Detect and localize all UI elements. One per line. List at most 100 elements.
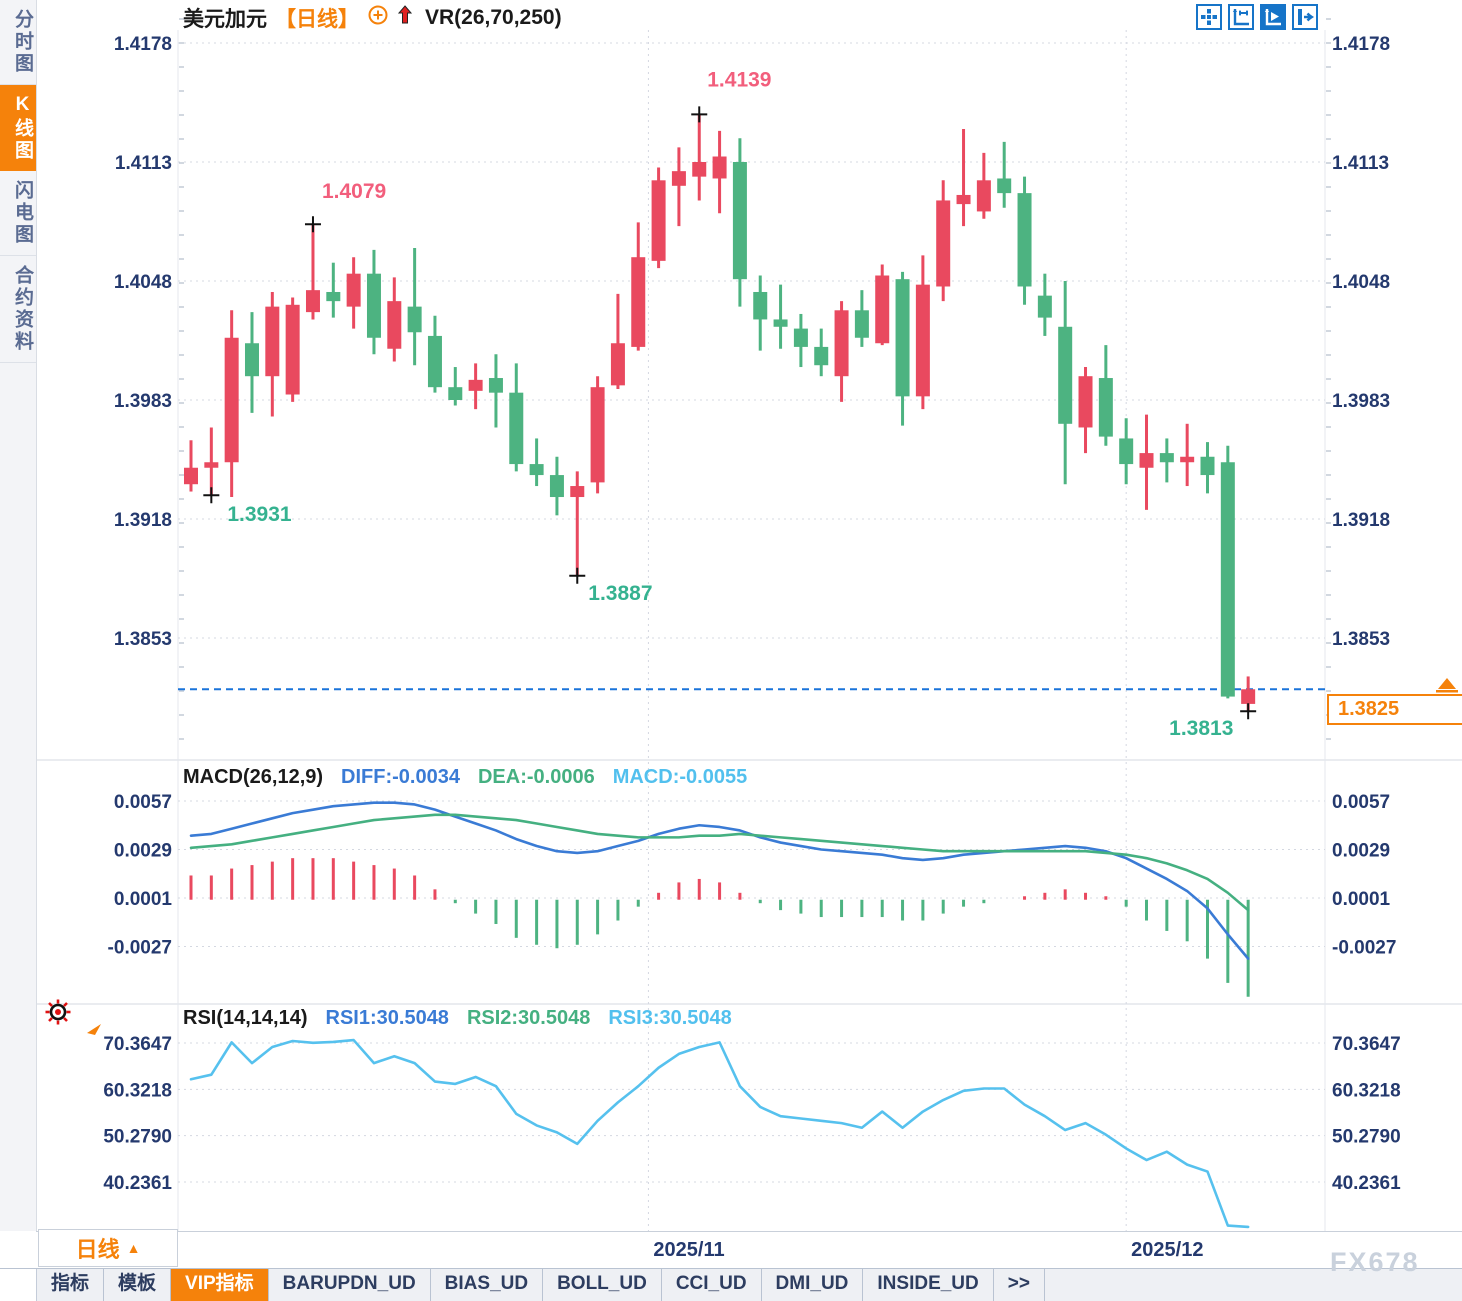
bottom-tab-9[interactable]: >> (994, 1269, 1045, 1301)
candle-body (1180, 456, 1195, 463)
macd-axis-label-left: 0.0029 (114, 841, 172, 862)
candle-body (1241, 689, 1256, 704)
candle-body (488, 378, 503, 393)
macd-header: MACD(26,12,9) DIFF:-0.0034 DEA:-0.0006 M… (183, 766, 747, 789)
rsi2-value: RSI2:30.5048 (466, 1007, 591, 1029)
candle-body (915, 284, 930, 397)
macd-axis-label-left: 0.0001 (114, 889, 173, 910)
y-axis-label-left: 1.3983 (114, 391, 172, 412)
candle-body (875, 275, 890, 344)
candle-body (346, 273, 361, 307)
indicator-tabbar: 指标 模板 VIP指标 BARUPDN_UD BIAS_UD BOLL_UD CCI_UD D… (0, 1268, 1462, 1301)
price-marker-base (1436, 690, 1458, 693)
macd-axis-label-right: -0.0027 (1332, 938, 1396, 959)
candle-body (1078, 376, 1093, 428)
candle-body (590, 387, 605, 483)
bottom-tab-3[interactable]: BARUPDN_UD (269, 1269, 431, 1301)
vr-indicator-label[interactable]: VR(26,70,250) (425, 6, 562, 29)
macd-axis-label-left: 0.0057 (114, 792, 172, 813)
x-axis-label-0: 2025/11 (653, 1239, 725, 1261)
x-axis-label-1: 2025/12 (1131, 1239, 1204, 1261)
zoom-plus-icon[interactable] (367, 4, 389, 32)
bottom-tab-8[interactable]: INSIDE_UD (863, 1269, 994, 1301)
bottom-tab-6[interactable]: CCI_UD (662, 1269, 762, 1301)
sidebar-tab-2[interactable]: 闪电图 (0, 171, 36, 256)
axis-pointer-icon[interactable] (1260, 4, 1286, 30)
symbol-name: 美元加元 (183, 8, 267, 31)
period-selector[interactable]: 日线 ▲ (38, 1229, 178, 1267)
price-marker-triangle (1438, 678, 1456, 689)
sidebar-tab-3[interactable]: 合约资料 (0, 256, 36, 363)
candle-body (1037, 295, 1052, 318)
candle-body (1119, 438, 1134, 465)
candle-body (529, 464, 544, 476)
rsi-axis-label-left: 50.2790 (103, 1127, 172, 1148)
candle-body (1139, 453, 1154, 468)
bottom-tab-7[interactable]: DMI_UD (762, 1269, 864, 1301)
macd-axis-label-right: 0.0057 (1332, 792, 1390, 813)
rsi-axis-label-right: 60.3218 (1332, 1080, 1401, 1101)
move-icon[interactable] (1196, 4, 1222, 30)
sun-marker-icon[interactable] (44, 998, 72, 1026)
candle-body (712, 156, 727, 179)
y-axis-label-left: 1.4178 (114, 34, 172, 55)
sidebar-tab-0[interactable]: 分时图 (0, 0, 36, 85)
candle-body (366, 273, 381, 338)
price-annotation: 1.4079 (322, 180, 386, 203)
rsi1-value: RSI1:30.5048 (325, 1007, 449, 1029)
rsi-axis-label-right: 50.2790 (1332, 1127, 1401, 1148)
candle-body (265, 306, 280, 377)
up-arrow-icon (397, 4, 413, 32)
price-annotation: 1.3887 (588, 582, 652, 605)
axis-range-icon[interactable] (1228, 4, 1254, 30)
candle-body (244, 343, 259, 377)
exit-icon[interactable] (1292, 4, 1318, 30)
macd-title: MACD(26,12,9) (183, 766, 324, 788)
extreme-cross-marker (203, 487, 220, 504)
y-axis-label-left: 1.3853 (114, 629, 172, 650)
period-tag[interactable]: 【日线】 (275, 8, 359, 31)
chart-header: 美元加元 【日线】 VR(26,70,250) (183, 4, 562, 32)
candle-body (1098, 378, 1113, 437)
rsi-axis-label-right: 70.3647 (1332, 1034, 1401, 1055)
rsi3-value: RSI3:30.5048 (608, 1007, 732, 1029)
candle-body (814, 346, 829, 366)
chevron-up-icon: ▲ (126, 1240, 141, 1256)
bottom-tab-4[interactable]: BIAS_UD (431, 1269, 544, 1301)
macd-diff-line (189, 801, 1250, 960)
macd-axis-label-right: 0.0001 (1332, 889, 1391, 910)
bottom-tab-5[interactable]: BOLL_UD (543, 1269, 662, 1301)
rsi-line (189, 1038, 1250, 1229)
candle-body (1017, 193, 1032, 287)
candle-body (956, 194, 971, 205)
candle-body (326, 291, 341, 302)
sidebar-tab-1[interactable]: K线图 (0, 85, 36, 171)
watermark: FX678 (1330, 1247, 1420, 1277)
macd-macd-value: MACD:-0.0055 (612, 766, 748, 788)
candle-body (976, 180, 991, 212)
candle-body (509, 392, 524, 465)
rsi-axis-label-left: 70.3647 (103, 1034, 172, 1055)
candle-body (285, 304, 300, 395)
y-axis-label-left: 1.4048 (114, 272, 172, 293)
price-annotation: 1.4139 (707, 68, 771, 91)
y-axis-label-right: 1.3983 (1332, 391, 1390, 412)
price-annotation: 1.3931 (227, 503, 292, 526)
y-axis-label-right: 1.4113 (1332, 153, 1389, 174)
candle-body (407, 306, 422, 333)
candle-body (936, 200, 951, 287)
candle-body (793, 328, 808, 347)
candle-body (651, 180, 666, 261)
bottom-tab-2[interactable]: VIP指标 (171, 1269, 269, 1301)
bottom-tab-1[interactable]: 模板 (104, 1269, 172, 1301)
bottom-tab-0[interactable]: 指标 (37, 1269, 105, 1301)
chart-type-sidebar: 分时图 K线图 闪电图 合约资料 (0, 0, 37, 1231)
candle-body (468, 379, 483, 391)
macd-axis-label-right: 0.0029 (1332, 841, 1390, 862)
candle-body (448, 387, 463, 400)
macd-dea-line (189, 813, 1250, 912)
candle-body (1220, 462, 1235, 697)
y-axis-label-right: 1.4048 (1332, 272, 1390, 293)
cursor-marker-icon (87, 1024, 101, 1035)
